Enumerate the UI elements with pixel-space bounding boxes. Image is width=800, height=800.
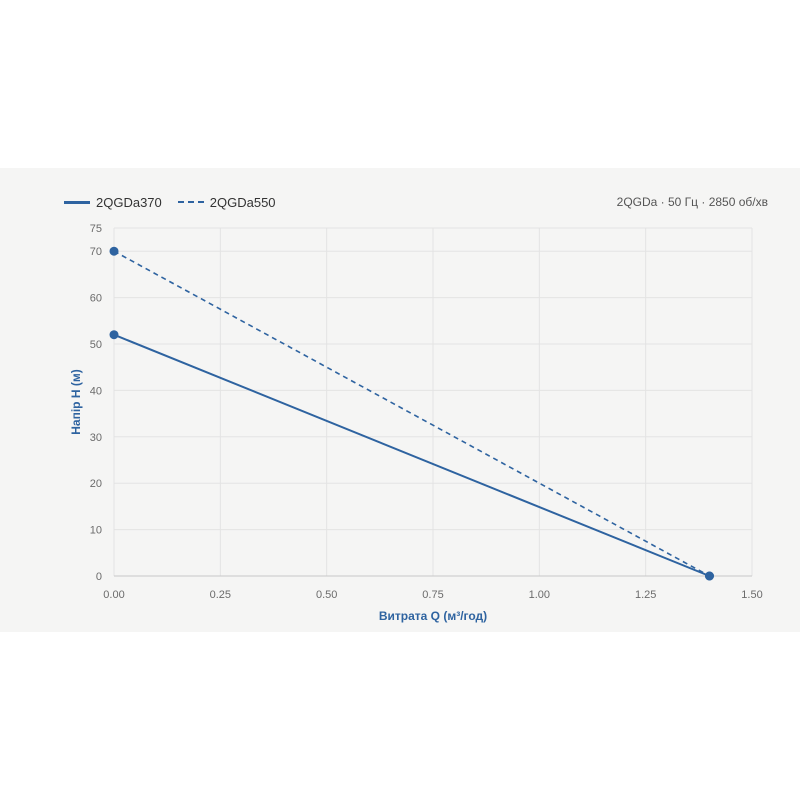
y-tick-label: 70 [90, 246, 102, 258]
chart-panel [0, 168, 800, 632]
data-point [704, 571, 714, 581]
y-tick-label: 60 [90, 293, 102, 305]
x-axis-title: Витрата Q (м³/год) [379, 609, 487, 623]
x-tick-label: 1.25 [635, 589, 656, 601]
y-tick-label: 10 [90, 525, 102, 537]
x-tick-label: 0.50 [316, 589, 337, 601]
data-point [109, 246, 119, 256]
y-tick-label: 30 [90, 432, 102, 444]
chart-subtitle: 2QGDa · 50 Гц · 2850 об/хв [616, 195, 768, 209]
x-tick-label: 0.75 [422, 589, 443, 601]
y-tick-label: 40 [90, 385, 102, 397]
series-line-2qgda370 [113, 333, 710, 577]
data-point [109, 330, 119, 340]
y-axis-title: Напір H (м) [69, 369, 83, 434]
x-tick-label: 1.00 [529, 589, 550, 601]
legend-swatch-dashed [177, 201, 204, 203]
y-tick-label: 0 [96, 571, 102, 583]
legend: 2QGDa370 2QGDa550 [64, 193, 276, 211]
y-tick-label: 75 [90, 223, 102, 235]
y-tick-label: 20 [90, 478, 102, 490]
legend-swatch-solid [64, 200, 90, 204]
legend-label: 2QGDa370 [96, 194, 162, 210]
x-tick-label: 0.25 [210, 589, 231, 601]
legend-item-2qgda370[interactable]: 2QGDa370 [64, 195, 162, 210]
legend-label: 2QGDa550 [209, 194, 276, 210]
series-line-2qgda550 [113, 250, 710, 577]
legend-item-2qgda550[interactable]: 2QGDa550 [177, 194, 276, 210]
x-tick-label: 1.50 [741, 589, 762, 601]
x-tick-label: 0.00 [103, 589, 124, 601]
y-tick-label: 50 [90, 339, 102, 351]
